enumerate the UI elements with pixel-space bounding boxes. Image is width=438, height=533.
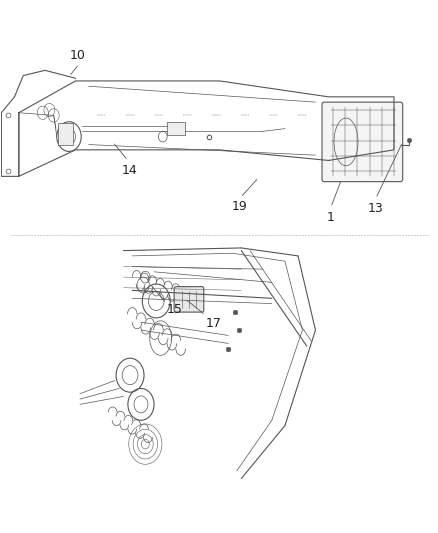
Bar (167, 122, 184, 135)
Text: 14: 14 (121, 164, 137, 176)
Text: 13: 13 (367, 202, 383, 215)
Text: 15: 15 (166, 303, 182, 316)
Text: 1: 1 (326, 211, 334, 224)
Text: 19: 19 (231, 200, 247, 213)
Text: 10: 10 (70, 49, 85, 62)
FancyBboxPatch shape (321, 102, 402, 182)
Bar (58, 123, 73, 144)
Text: 17: 17 (205, 317, 221, 330)
FancyBboxPatch shape (174, 287, 203, 312)
